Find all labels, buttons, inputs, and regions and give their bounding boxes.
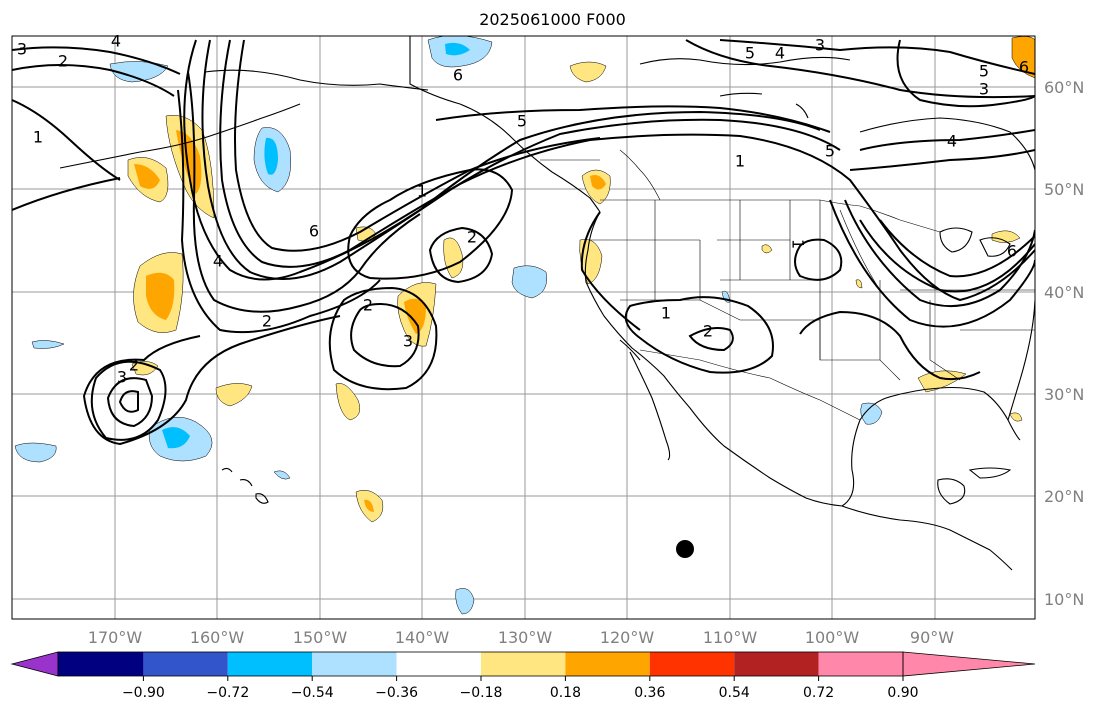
graticule <box>12 36 1035 619</box>
location-marker <box>676 540 694 558</box>
colorbar-segment <box>565 652 650 676</box>
colorbar-label: 0.90 <box>887 685 918 701</box>
contour-label: 4 <box>213 252 223 271</box>
colorbar-segment <box>481 652 566 676</box>
contour-label: 3 <box>979 80 989 99</box>
lon-label: 150°W <box>293 628 348 647</box>
colorbar-segment <box>312 652 397 676</box>
lat-label: 50°N <box>1044 180 1084 199</box>
lon-label: 120°W <box>600 628 655 647</box>
colorbar-label: 0.72 <box>803 685 834 701</box>
contour-label: 2 <box>467 228 477 247</box>
colorbar-label: −0.90 <box>122 685 165 701</box>
contour-label: 6 <box>1019 58 1029 77</box>
colorbar-segment <box>734 652 819 676</box>
colorbar-extend-high <box>902 651 1036 677</box>
colorbar-segment <box>143 652 228 676</box>
political-borders <box>540 149 1035 421</box>
lat-label: 20°N <box>1044 487 1084 506</box>
contour-label: 2 <box>703 322 713 341</box>
longitude-labels: 170°W 160°W 150°W 140°W 130°W 120°W 110°… <box>88 628 954 647</box>
contour-label: 1 <box>735 152 745 171</box>
contour-label: 3 <box>117 368 127 387</box>
lat-label: 60°N <box>1044 78 1084 97</box>
lon-label: 170°W <box>88 628 143 647</box>
lon-label: 160°W <box>190 628 245 647</box>
contour-label: 5 <box>979 62 989 81</box>
lon-label: 110°W <box>703 628 758 647</box>
colorbar-label: −0.36 <box>375 685 418 701</box>
contour-label: 3 <box>815 36 825 55</box>
shaded-anomalies <box>14 36 1035 615</box>
contour-label: 5 <box>517 112 527 131</box>
contour-label: 2 <box>262 312 272 331</box>
coastlines <box>59 36 1035 571</box>
map-title: 2025061000 F000 <box>479 10 626 29</box>
contour-label: 5 <box>745 44 755 63</box>
colorbar-label: 0.18 <box>550 685 581 701</box>
colorbar-segment <box>227 652 313 676</box>
colorbar-label: −0.72 <box>206 685 249 701</box>
lon-label: 100°W <box>805 628 860 647</box>
lon-label: 130°W <box>498 628 553 647</box>
lon-label: 140°W <box>395 628 450 647</box>
contour-label: 3 <box>403 332 413 351</box>
lat-label: 40°N <box>1044 283 1084 302</box>
contour-label: 1 <box>661 304 671 323</box>
contour-labels: 3 2 4 1 4 6 1 6 2 2 2 3 3 2 5 1 1 2 5 4 … <box>17 32 1029 387</box>
colorbar-label: −0.54 <box>291 685 334 701</box>
contour-label: 2 <box>58 52 68 71</box>
colorbar-extend-low <box>10 651 59 677</box>
map-frame <box>11 35 1036 620</box>
lat-label: 30°N <box>1044 385 1084 404</box>
contour-label: 5 <box>825 142 835 161</box>
colorbar-segment <box>649 652 735 676</box>
colorbar-segment <box>58 652 144 676</box>
colorbar-label: 0.54 <box>719 685 750 701</box>
contour-label: 1 <box>789 239 808 249</box>
contour-label: 4 <box>775 44 785 63</box>
contour-label: 6 <box>453 66 463 85</box>
lon-label: 90°W <box>910 628 954 647</box>
latitude-labels: 60°N 50°N 40°N 30°N 20°N 10°N <box>1044 78 1084 609</box>
colorbar-label: −0.18 <box>460 685 503 701</box>
contour-label: 1 <box>33 128 43 147</box>
contour-label: 2 <box>129 356 139 375</box>
contour-label: 4 <box>111 32 121 51</box>
contour-label: 4 <box>947 132 957 151</box>
contour-label: 6 <box>309 222 319 241</box>
contour-label: 2 <box>363 296 373 315</box>
colorbar: −0.90 −0.72 −0.54 −0.36 −0.18 0.18 0.36 … <box>10 651 1036 701</box>
lat-label: 10°N <box>1044 590 1084 609</box>
contour-label: 6 <box>1007 242 1017 261</box>
contours <box>12 39 1035 446</box>
colorbar-label: 0.36 <box>634 685 665 701</box>
colorbar-ticks <box>142 676 904 681</box>
contour-label: 1 <box>417 182 427 201</box>
contour-label: 3 <box>17 40 27 59</box>
colorbar-segment <box>818 652 903 676</box>
colorbar-segment <box>396 652 481 676</box>
